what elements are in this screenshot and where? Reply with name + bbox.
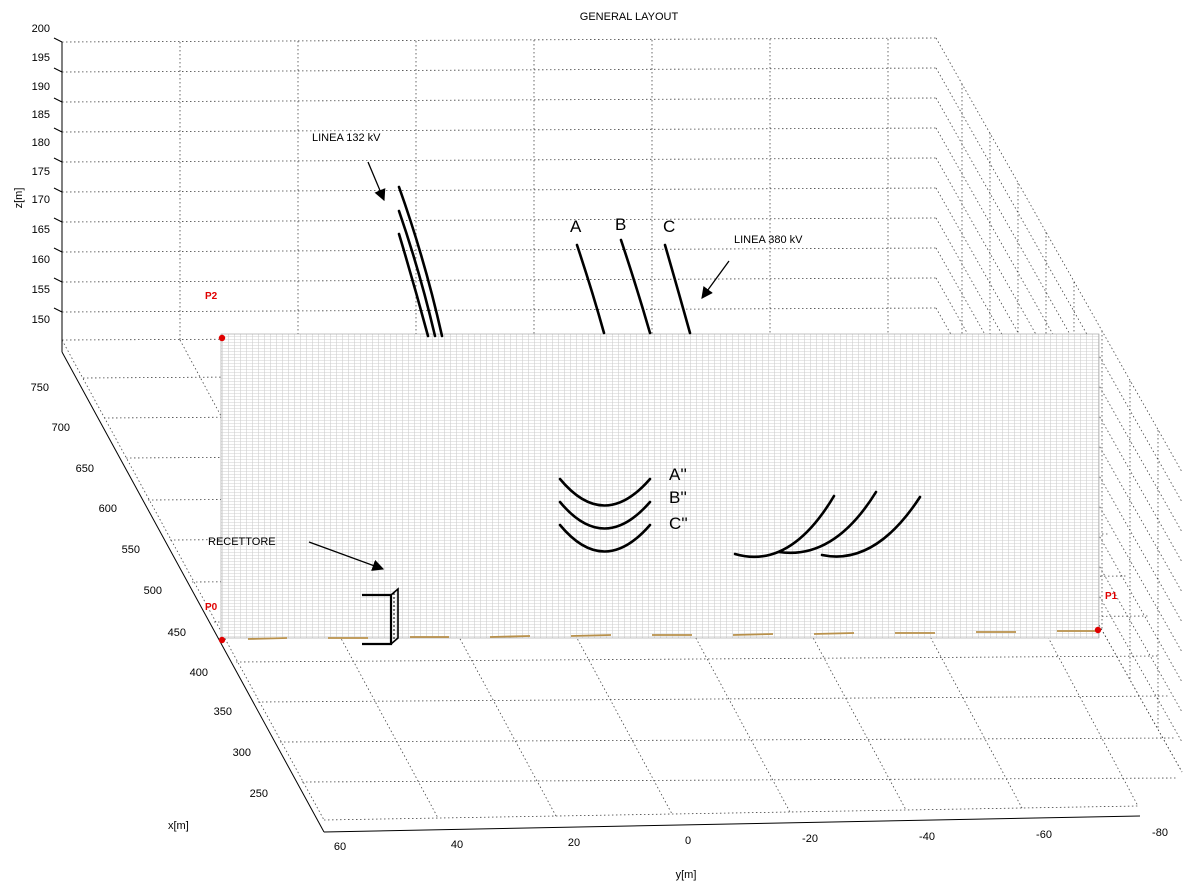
x-tick-label: 450 xyxy=(168,627,186,639)
ground-segments xyxy=(247,630,1097,640)
y-tick-label: 60 xyxy=(334,841,346,853)
line-132kv-arrow xyxy=(367,161,386,202)
point-p0-label: P0 xyxy=(205,602,218,613)
point-p2-marker xyxy=(218,334,226,342)
x-tick-label: 250 xyxy=(250,788,268,800)
line-132kv-conductors xyxy=(397,185,444,338)
z-tick-label: 155 xyxy=(32,284,50,296)
receiver-symbol xyxy=(362,587,399,646)
point-p0-marker xyxy=(218,636,226,644)
receiver-label: RECETTORE xyxy=(208,536,276,548)
z-tick-label: 170 xyxy=(32,194,50,206)
x-tick-label: 350 xyxy=(214,706,232,718)
point-p2-label: P2 xyxy=(205,291,218,302)
z-tick-label: 150 xyxy=(32,314,50,326)
z-tick-label: 175 xyxy=(32,166,50,178)
x-tick-label: 550 xyxy=(122,544,140,556)
z-tick-label: 200 xyxy=(32,23,50,35)
x-tick-label: 650 xyxy=(76,463,94,475)
line-132kv-label: LINEA 132 kV xyxy=(312,132,381,144)
conductor-labels: A B C A'' B'' C'' xyxy=(570,215,688,533)
z-tick-label: 185 xyxy=(32,109,50,121)
axis-lines xyxy=(53,37,1141,833)
point-p1-label: P1 xyxy=(1105,591,1118,602)
z-axis-ticks: 150 155 160 165 170 175 180 185 190 195 … xyxy=(32,23,50,326)
ground-mesh-plane xyxy=(220,333,1100,639)
y-tick-label: -20 xyxy=(802,833,818,845)
line-380kv-arrow xyxy=(701,260,730,299)
y-axis-label: y[m] xyxy=(676,869,697,881)
back-wall-grid xyxy=(61,37,937,341)
projection-b-label: B'' xyxy=(669,488,687,507)
z-tick-label: 180 xyxy=(32,137,50,149)
y-tick-label: 0 xyxy=(685,835,691,847)
z-tick-label: 190 xyxy=(32,81,50,93)
y-tick-label: 20 xyxy=(568,837,580,849)
y-axis-ticks: 60 40 20 0 -20 -40 -60 -80 xyxy=(334,827,1168,853)
line-380kv-conductors xyxy=(575,238,692,335)
x-tick-label: 300 xyxy=(233,747,251,759)
z-tick-label: 165 xyxy=(32,224,50,236)
diagram-title: GENERAL LAYOUT xyxy=(580,11,679,23)
y-tick-label: -60 xyxy=(1036,829,1052,841)
conductor-c-label: C xyxy=(663,217,675,236)
projection-a-label: A'' xyxy=(669,465,687,484)
point-p1-marker xyxy=(1094,626,1102,634)
conductor-b-label: B xyxy=(615,215,626,234)
x-tick-label: 750 xyxy=(31,382,49,394)
y-tick-label: 40 xyxy=(451,839,463,851)
annotations: LINEA 132 kV LINEA 380 kV RECETTORE xyxy=(208,132,803,571)
receiver-arrow xyxy=(308,541,385,571)
projected-catenaries xyxy=(558,477,922,559)
z-tick-label: 195 xyxy=(32,52,50,64)
z-axis-label: z[m] xyxy=(13,188,25,209)
line-380kv-label: LINEA 380 kV xyxy=(734,234,803,246)
y-tick-label: -80 xyxy=(1152,827,1168,839)
conductor-a-label: A xyxy=(570,217,582,236)
y-tick-label: -40 xyxy=(919,831,935,843)
x-tick-label: 400 xyxy=(190,667,208,679)
x-tick-label: 500 xyxy=(144,585,162,597)
z-tick-label: 160 xyxy=(32,254,50,266)
x-tick-label: 700 xyxy=(52,422,70,434)
x-axis-label: x[m] xyxy=(168,820,189,832)
x-tick-label: 600 xyxy=(99,503,117,515)
corner-points: P2 P0 P1 xyxy=(205,291,1118,644)
projection-c-label: C'' xyxy=(669,514,688,533)
x-axis-ticks: 250 300 350 400 450 500 550 600 650 700 … xyxy=(31,382,268,800)
